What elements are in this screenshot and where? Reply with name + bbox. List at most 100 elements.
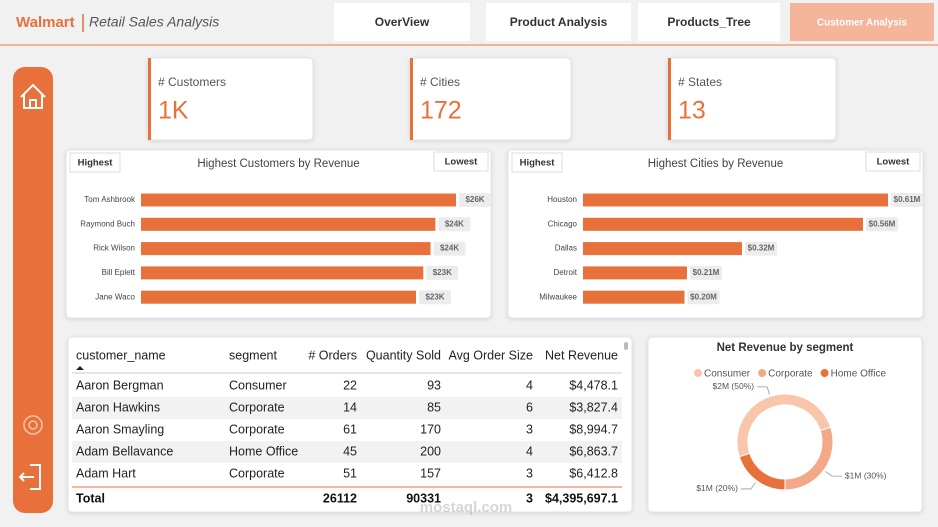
column-header: # Orders	[308, 348, 357, 362]
watermark: mostaql.com	[420, 499, 513, 516]
sort-indicator	[76, 366, 84, 370]
kpi-accent	[668, 58, 671, 140]
table-cell: 93	[427, 378, 441, 392]
sort-button-label: Highest	[78, 158, 114, 169]
table-cell: Adam Hart	[76, 466, 136, 480]
bar	[583, 193, 888, 207]
total-cell: 26112	[323, 491, 357, 505]
kpi-label: # Cities	[420, 75, 460, 89]
legend-label: Consumer	[704, 369, 751, 380]
table-cell: Corporate	[229, 466, 285, 480]
chart-title: Highest Cities by Revenue	[648, 158, 784, 170]
table-cell: 6	[526, 400, 533, 414]
table-cell: 3	[526, 466, 533, 480]
column-header: customer_name	[76, 348, 166, 362]
bar	[583, 242, 742, 256]
nav-label: Products_Tree	[667, 15, 751, 29]
table-cell: 51	[343, 466, 357, 480]
category-label: Houston	[547, 195, 577, 204]
table-cell: Home Office	[229, 444, 298, 458]
settings-icon[interactable]	[23, 415, 43, 435]
table-cell: 157	[420, 466, 441, 480]
value-label-bg	[459, 193, 491, 207]
total-cell: $4,395,697.1	[545, 491, 618, 505]
bar	[141, 266, 424, 280]
table-cell: 170	[420, 422, 441, 436]
sort-button-label: Lowest	[445, 157, 479, 168]
value-label: $23K	[425, 292, 444, 301]
table-card	[67, 336, 633, 513]
bar	[141, 217, 436, 231]
column-header: Avg Order Size	[448, 348, 533, 362]
category-label: Jane Waco	[95, 292, 135, 301]
column-header: Quantity Sold	[366, 348, 441, 362]
table-cell: 4	[526, 444, 533, 458]
leader-line	[757, 386, 770, 395]
pie-slice	[738, 452, 786, 491]
row-band	[72, 441, 622, 463]
bar	[583, 217, 863, 231]
nav-button[interactable]	[486, 3, 631, 41]
total-cell: Total	[76, 491, 105, 505]
category-label: Milwaukee	[539, 292, 577, 301]
table-cell: $4,478.1	[569, 378, 618, 392]
nav-button[interactable]	[334, 3, 470, 41]
table-cell: 3	[526, 422, 533, 436]
total-cell: 90331	[406, 491, 441, 505]
nav-label: Customer Analysis	[817, 18, 908, 29]
column-header: segment	[229, 348, 277, 362]
kpi-value: 13	[678, 97, 706, 125]
category-label: Rick Wilson	[93, 244, 135, 253]
value-label-bg	[433, 241, 466, 256]
value-label-bg	[866, 217, 898, 232]
sort-button[interactable]	[433, 151, 489, 172]
sort-button[interactable]	[69, 152, 121, 173]
chart-title: Highest Customers by Revenue	[197, 158, 359, 170]
value-label: $0.20M	[690, 292, 717, 301]
kpi-accent	[148, 58, 151, 140]
total-cell: 3	[526, 491, 533, 505]
value-label-bg	[690, 265, 722, 280]
category-label: Tom Ashbrook	[84, 195, 136, 204]
kpi-value: 1K	[158, 97, 189, 125]
bar	[141, 193, 456, 207]
nav-button[interactable]	[790, 3, 934, 41]
value-label: $24K	[440, 244, 459, 253]
value-label: $23K	[433, 268, 452, 277]
sort-button[interactable]	[865, 151, 921, 172]
exit-icon[interactable]	[18, 464, 41, 490]
kpi-value: 172	[420, 97, 462, 125]
sort-button-label: Lowest	[877, 157, 911, 168]
home-icon[interactable]	[20, 83, 46, 109]
legend-swatch	[694, 369, 702, 377]
value-label-bg	[745, 241, 777, 256]
leader-line	[825, 471, 842, 477]
category-label: Bill Eplett	[102, 268, 136, 277]
category-label: Chicago	[548, 219, 578, 228]
table-cell: $6,412.8	[569, 466, 618, 480]
value-label: $0.32M	[748, 244, 775, 253]
value-label-bg	[426, 265, 459, 280]
value-label-bg	[687, 290, 720, 305]
table-cell: Consumer	[229, 378, 287, 392]
column-header: Net Revenue	[545, 348, 618, 362]
table-cell: Adam Bellavance	[76, 444, 173, 458]
sort-button[interactable]	[511, 152, 563, 173]
table-cell: Aaron Bergman	[76, 378, 164, 392]
row-band	[72, 397, 622, 419]
slice-label: $1M (20%)	[696, 483, 738, 493]
legend-swatch	[758, 369, 767, 377]
table-cell: $8,994.7	[569, 422, 618, 436]
slice-label: $2M (50%)	[712, 381, 754, 391]
table-cell: 45	[343, 444, 357, 458]
sort-button-label: Highest	[520, 158, 556, 169]
value-label: $0.21M	[693, 268, 720, 277]
table-cell: Aaron Hawkins	[76, 400, 160, 414]
scrollbar	[624, 342, 628, 350]
nav-button[interactable]	[638, 3, 780, 41]
kpi-accent	[410, 58, 413, 140]
kpi-label: # States	[678, 75, 722, 89]
bar	[583, 266, 687, 280]
